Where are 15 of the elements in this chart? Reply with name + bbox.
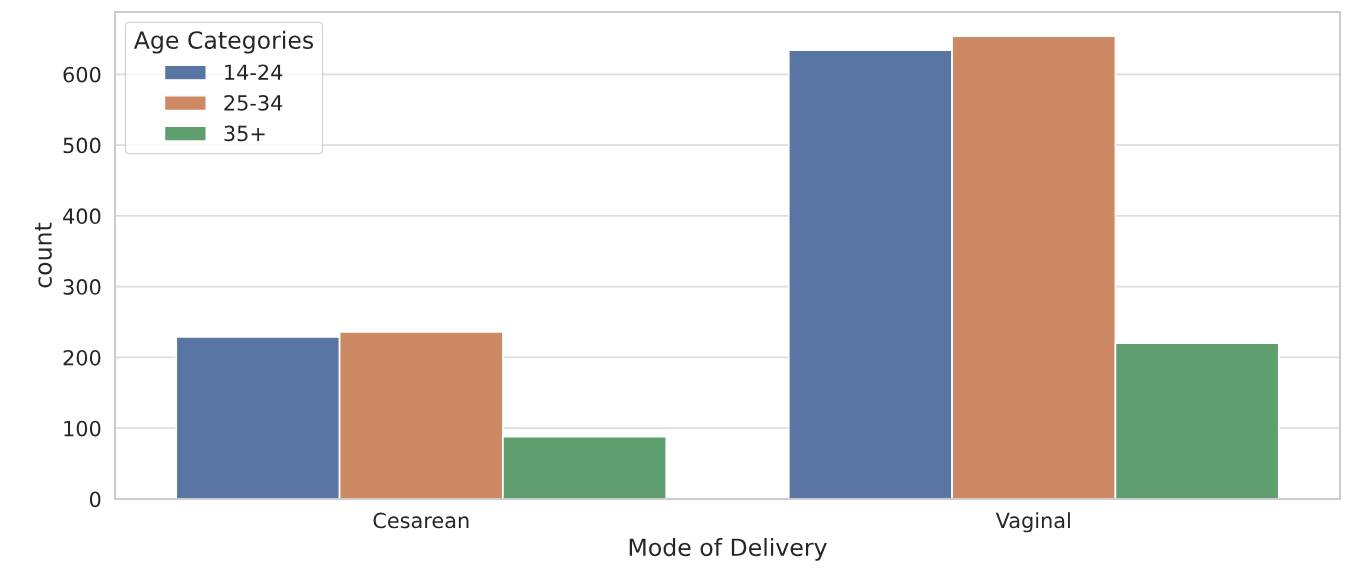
x-tick-label: Vaginal bbox=[995, 512, 1070, 533]
y-tick-label: 300 bbox=[63, 279, 101, 295]
legend-label: 35+ bbox=[224, 125, 265, 142]
y-axis-title: count bbox=[34, 222, 52, 288]
legend-title: Age Categories bbox=[133, 30, 314, 54]
legend-label: 25-34 bbox=[224, 94, 283, 111]
x-axis-title: Mode of Delivery bbox=[629, 537, 827, 561]
y-tick-label: 500 bbox=[63, 137, 101, 154]
legend-label: 14-24 bbox=[225, 64, 283, 80]
x-tick-label: Cesarean bbox=[373, 512, 469, 529]
y-tick-label: 600 bbox=[63, 66, 101, 83]
y-tick-label: 100 bbox=[64, 420, 101, 437]
y-tick-label: 0 bbox=[89, 491, 101, 508]
y-tick-label: 400 bbox=[63, 208, 101, 225]
y-tick-label: 200 bbox=[63, 349, 101, 366]
